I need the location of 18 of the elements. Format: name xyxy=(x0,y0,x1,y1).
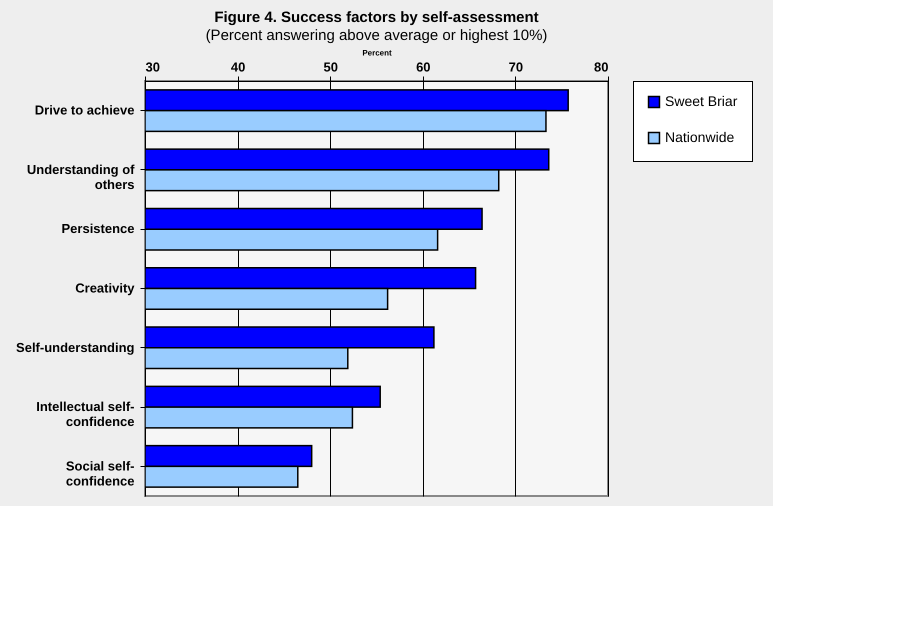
legend-label: Nationwide xyxy=(665,129,734,145)
x-axis-title: Percent xyxy=(362,48,392,58)
x-tick-label: 30 xyxy=(146,60,160,74)
chart-title: Figure 4. Success factors by self-assessment xyxy=(214,9,539,26)
x-tick-label: 60 xyxy=(416,60,431,74)
y-tick-label: Intellectual self-confidence xyxy=(36,399,134,430)
y-tick-label: Social self-confidence xyxy=(66,458,134,488)
y-tick-label: Drive to achieve xyxy=(34,102,134,118)
y-tick-label: Creativity xyxy=(75,280,136,296)
chart-subtitle: (Percent answering above average or highest 10%) xyxy=(206,27,548,44)
x-tick-label: 40 xyxy=(230,60,246,74)
x-tick-label: 70 xyxy=(508,60,524,74)
y-tick-label: Understanding of others xyxy=(26,162,136,192)
y-tick-label: Persistence xyxy=(62,221,134,236)
legend-label: Sweet Briar xyxy=(665,93,738,109)
x-tick-label: 80 xyxy=(594,60,608,74)
y-tick-label: Self-understanding xyxy=(16,340,135,355)
x-tick-label: 50 xyxy=(323,60,338,74)
